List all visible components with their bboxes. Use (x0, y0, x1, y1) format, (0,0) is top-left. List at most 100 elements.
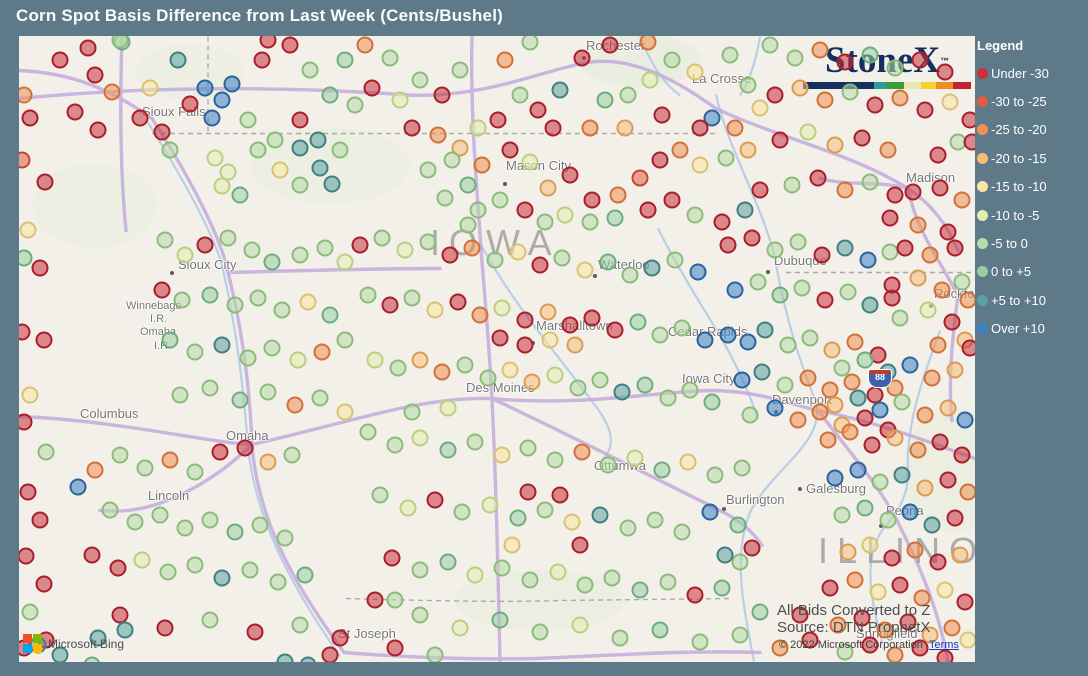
map-point[interactable] (383, 549, 401, 567)
map-point[interactable] (691, 119, 709, 137)
map-point[interactable] (856, 409, 874, 427)
map-point[interactable] (599, 253, 617, 271)
map-point[interactable] (576, 261, 594, 279)
map-point[interactable] (313, 343, 331, 361)
map-point[interactable] (269, 573, 287, 591)
map-point[interactable] (436, 189, 454, 207)
map-point[interactable] (816, 291, 834, 309)
map-point[interactable] (909, 216, 927, 234)
map-point[interactable] (263, 253, 281, 271)
map-point[interactable] (739, 76, 757, 94)
map-point[interactable] (836, 239, 854, 257)
map-point[interactable] (453, 503, 471, 521)
map-point[interactable] (481, 496, 499, 514)
map-point[interactable] (196, 236, 214, 254)
map-point[interactable] (659, 573, 677, 591)
map-point[interactable] (21, 109, 39, 127)
map-point[interactable] (491, 191, 509, 209)
map-point[interactable] (37, 443, 55, 461)
map-point[interactable] (451, 619, 469, 637)
map-point[interactable] (571, 536, 589, 554)
map-point[interactable] (336, 403, 354, 421)
map-point[interactable] (916, 406, 934, 424)
map-point[interactable] (891, 576, 909, 594)
map-point[interactable] (836, 643, 854, 661)
map-point[interactable] (646, 511, 664, 529)
map-point[interactable] (411, 71, 429, 89)
map-point[interactable] (931, 179, 949, 197)
map-point[interactable] (936, 63, 954, 81)
map-point[interactable] (789, 411, 807, 429)
map-point[interactable] (259, 36, 277, 49)
map-point[interactable] (566, 336, 584, 354)
map-point[interactable] (923, 369, 941, 387)
map-point[interactable] (544, 119, 562, 137)
map-point[interactable] (359, 286, 377, 304)
map-point[interactable] (289, 351, 307, 369)
map-point[interactable] (591, 506, 609, 524)
map-point[interactable] (276, 529, 294, 547)
map-point[interactable] (686, 206, 704, 224)
map-point[interactable] (876, 621, 894, 639)
map-point[interactable] (959, 291, 975, 309)
map-point[interactable] (861, 636, 879, 654)
map-point[interactable] (131, 109, 149, 127)
map-point[interactable] (101, 501, 119, 519)
map-point[interactable] (419, 233, 437, 251)
map-point[interactable] (531, 256, 549, 274)
map-point[interactable] (433, 363, 451, 381)
map-point[interactable] (249, 141, 267, 159)
terms-link[interactable]: Terms (928, 639, 959, 651)
map-point[interactable] (396, 241, 414, 259)
map-point[interactable] (109, 559, 127, 577)
map-point[interactable] (169, 51, 187, 69)
map-point[interactable] (19, 151, 31, 169)
map-point[interactable] (919, 301, 937, 319)
legend-item-0[interactable]: Under -30 (977, 59, 1087, 87)
map-point[interactable] (331, 629, 349, 647)
map-point[interactable] (441, 246, 459, 264)
map-point[interactable] (663, 191, 681, 209)
map-point[interactable] (411, 606, 429, 624)
map-point[interactable] (336, 51, 354, 69)
map-point[interactable] (689, 263, 707, 281)
map-point[interactable] (19, 249, 33, 267)
map-point[interactable] (381, 49, 399, 67)
map-point[interactable] (181, 95, 199, 113)
map-point[interactable] (836, 181, 854, 199)
map-point[interactable] (391, 91, 409, 109)
map-point[interactable] (951, 546, 969, 564)
map-point[interactable] (539, 303, 557, 321)
map-point[interactable] (619, 519, 637, 537)
map-point[interactable] (226, 523, 244, 541)
map-point[interactable] (809, 169, 827, 187)
map-point[interactable] (263, 339, 281, 357)
map-point[interactable] (283, 446, 301, 464)
map-point[interactable] (173, 291, 191, 309)
map-point[interactable] (19, 86, 33, 104)
map-point[interactable] (116, 621, 134, 639)
map-point[interactable] (236, 439, 254, 457)
map-point[interactable] (311, 389, 329, 407)
map-point[interactable] (86, 461, 104, 479)
map-point[interactable] (663, 51, 681, 69)
map-point[interactable] (861, 173, 879, 191)
map-point[interactable] (666, 251, 684, 269)
map-point[interactable] (639, 201, 657, 219)
map-point[interactable] (546, 451, 564, 469)
map-point[interactable] (231, 186, 249, 204)
map-point[interactable] (161, 451, 179, 469)
map-point[interactable] (19, 547, 35, 565)
map-point[interactable] (823, 341, 841, 359)
map-point[interactable] (701, 503, 719, 521)
map-point[interactable] (619, 86, 637, 104)
map-point[interactable] (891, 89, 909, 107)
map-point[interactable] (726, 281, 744, 299)
map-point[interactable] (799, 123, 817, 141)
map-point[interactable] (159, 563, 177, 581)
map-point[interactable] (516, 336, 534, 354)
map-point[interactable] (799, 369, 817, 387)
map-point[interactable] (299, 293, 317, 311)
map-point[interactable] (381, 296, 399, 314)
map-point[interactable] (491, 611, 509, 629)
